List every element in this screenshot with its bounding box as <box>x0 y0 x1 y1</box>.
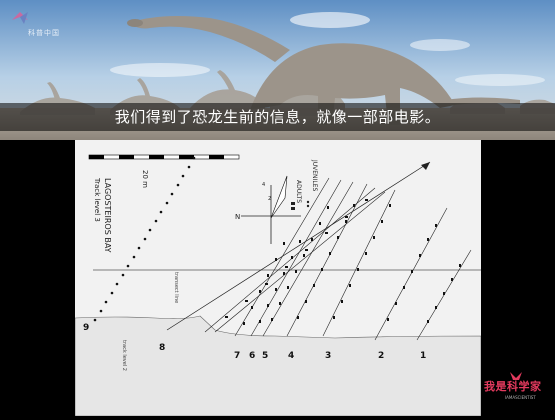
trackway-label-5: 5 <box>262 351 268 361</box>
trackway-label-2: 2 <box>378 351 384 361</box>
watermark <box>482 370 552 410</box>
trackway-8 <box>166 161 431 331</box>
watermark-subtext: IAMASCIENTIST <box>505 395 536 400</box>
compass-tick-b: 2 <box>268 196 271 202</box>
compass-tick-a: 4 <box>262 182 265 188</box>
scale-bar <box>88 154 240 160</box>
compass-north-label: N <box>235 213 240 221</box>
lower-level-label: track level 2 <box>121 340 127 371</box>
legend-symbols <box>291 200 310 210</box>
map-subtitle: Track level 3 <box>93 177 101 222</box>
trackways-1-7 <box>204 177 472 341</box>
trackway-9 <box>93 156 196 322</box>
logo-text: 科普中国 <box>28 29 60 37</box>
north-arrow-icon <box>241 175 301 244</box>
dinosaur-banner: 科普中国 我们得到了恐龙生前的信息，就像一部部电影。 <box>0 0 555 140</box>
legend-juveniles: JUVENILES <box>311 159 318 191</box>
video-subtitle: 我们得到了恐龙生前的信息，就像一部部电影。 <box>0 103 555 131</box>
watermark-text: 我是科学家 <box>484 380 542 393</box>
logo-icon <box>12 12 28 24</box>
trackway-label-8: 8 <box>159 343 165 353</box>
trackway-prints <box>225 199 461 325</box>
trackway-label-3: 3 <box>325 351 331 361</box>
trackway-label-7: 7 <box>234 351 240 361</box>
trackway-label-1: 1 <box>420 351 426 361</box>
trackway-label-9: 9 <box>83 323 89 333</box>
trackway-label-6: 6 <box>249 351 255 361</box>
trackway-map-drawing: 20 m LAGOSTEIROS BAY Track level 3 trans… <box>74 140 482 417</box>
trackway-map: 20 m LAGOSTEIROS BAY Track level 3 trans… <box>74 140 482 417</box>
scale-label: 20 m <box>141 170 149 188</box>
map-title: LAGOSTEIROS BAY <box>103 178 112 253</box>
trackway-label-4: 4 <box>288 351 294 361</box>
watermark-logo-icon <box>510 372 522 380</box>
transect-label: transect line <box>173 272 179 303</box>
legend-adults: ADULTS <box>295 180 302 203</box>
